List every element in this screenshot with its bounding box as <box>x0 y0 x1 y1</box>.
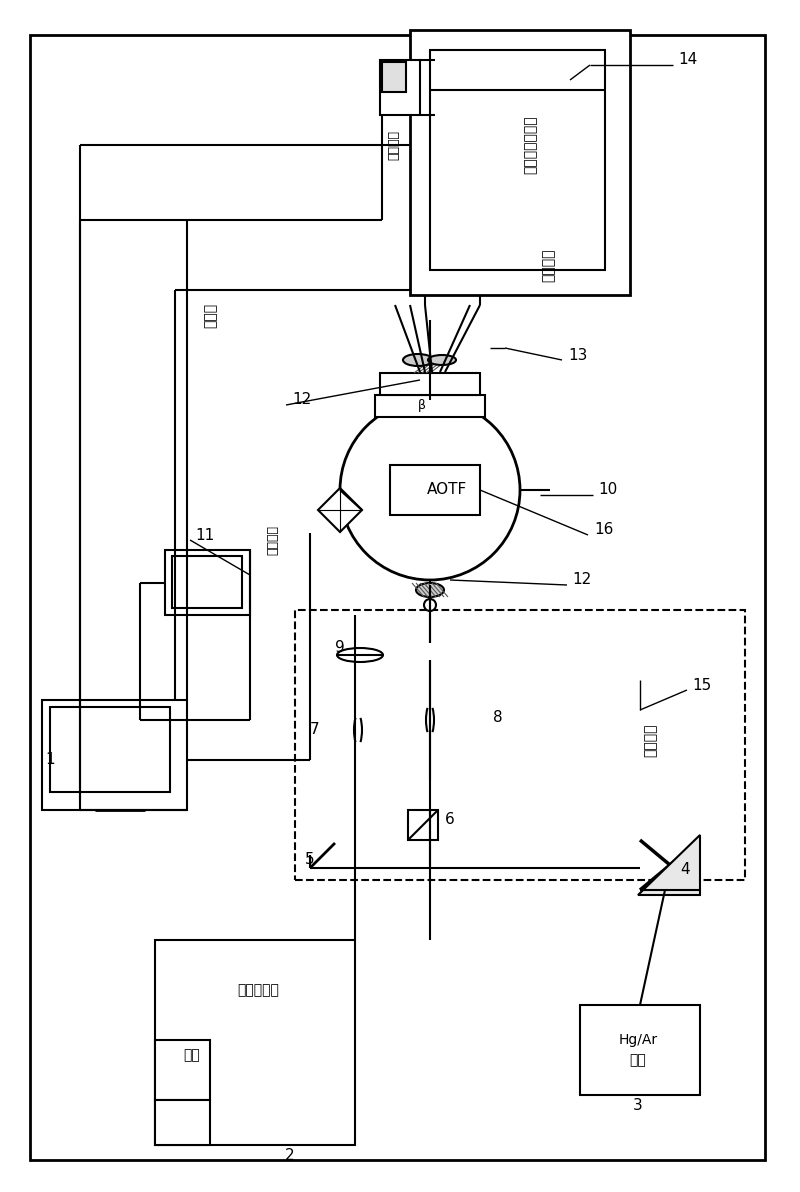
Text: AOTF: AOTF <box>427 483 467 497</box>
Bar <box>430 50 605 271</box>
Text: 3: 3 <box>633 1098 642 1112</box>
Bar <box>165 550 250 615</box>
Bar <box>295 610 745 880</box>
Ellipse shape <box>403 354 433 366</box>
Bar <box>172 555 242 608</box>
Ellipse shape <box>416 583 444 597</box>
Text: 2: 2 <box>285 1148 294 1162</box>
Polygon shape <box>318 488 362 532</box>
Text: 8: 8 <box>493 710 502 726</box>
Text: 光源: 光源 <box>184 1048 200 1062</box>
Text: 12: 12 <box>572 572 591 588</box>
Bar <box>380 373 480 395</box>
Text: 6: 6 <box>445 813 454 827</box>
Text: 光路部分: 光路部分 <box>643 724 657 757</box>
Text: 12: 12 <box>292 392 311 408</box>
Bar <box>155 1100 210 1146</box>
Text: 衍射光: 衍射光 <box>203 303 217 328</box>
Bar <box>408 811 438 840</box>
Bar <box>155 940 355 1146</box>
Circle shape <box>424 600 436 611</box>
Bar <box>155 1039 210 1100</box>
Bar <box>42 700 187 811</box>
Text: 1: 1 <box>45 752 54 768</box>
Text: 11: 11 <box>195 528 214 542</box>
Text: Hg/Ar: Hg/Ar <box>618 1033 658 1047</box>
Bar <box>580 1005 700 1095</box>
Bar <box>410 30 630 294</box>
Ellipse shape <box>337 648 383 662</box>
Text: 13: 13 <box>568 348 587 362</box>
Text: 14: 14 <box>678 52 698 68</box>
Text: 4: 4 <box>680 863 690 877</box>
Text: 15: 15 <box>692 677 711 693</box>
Text: 光源: 光源 <box>630 1053 646 1067</box>
Text: 非衍射光: 非衍射光 <box>541 248 555 281</box>
Text: 步进电机: 步进电机 <box>387 130 401 160</box>
Text: 7: 7 <box>310 722 320 738</box>
Bar <box>390 465 480 515</box>
Text: 10: 10 <box>598 483 618 497</box>
Polygon shape <box>638 836 700 895</box>
Text: 光栅单色仪: 光栅单色仪 <box>237 983 279 997</box>
Text: 步进电机: 步进电机 <box>266 524 279 555</box>
Circle shape <box>340 401 520 581</box>
Text: 精密电控平移轨: 精密电控平移轨 <box>523 116 537 174</box>
Bar <box>382 62 406 92</box>
Ellipse shape <box>428 355 456 365</box>
Text: 5: 5 <box>305 852 314 868</box>
Bar <box>380 60 420 114</box>
Text: 16: 16 <box>594 522 614 538</box>
Bar <box>50 707 170 791</box>
Circle shape <box>58 791 66 799</box>
Text: β: β <box>418 398 426 411</box>
Bar <box>375 395 485 417</box>
Text: 9: 9 <box>335 639 345 654</box>
